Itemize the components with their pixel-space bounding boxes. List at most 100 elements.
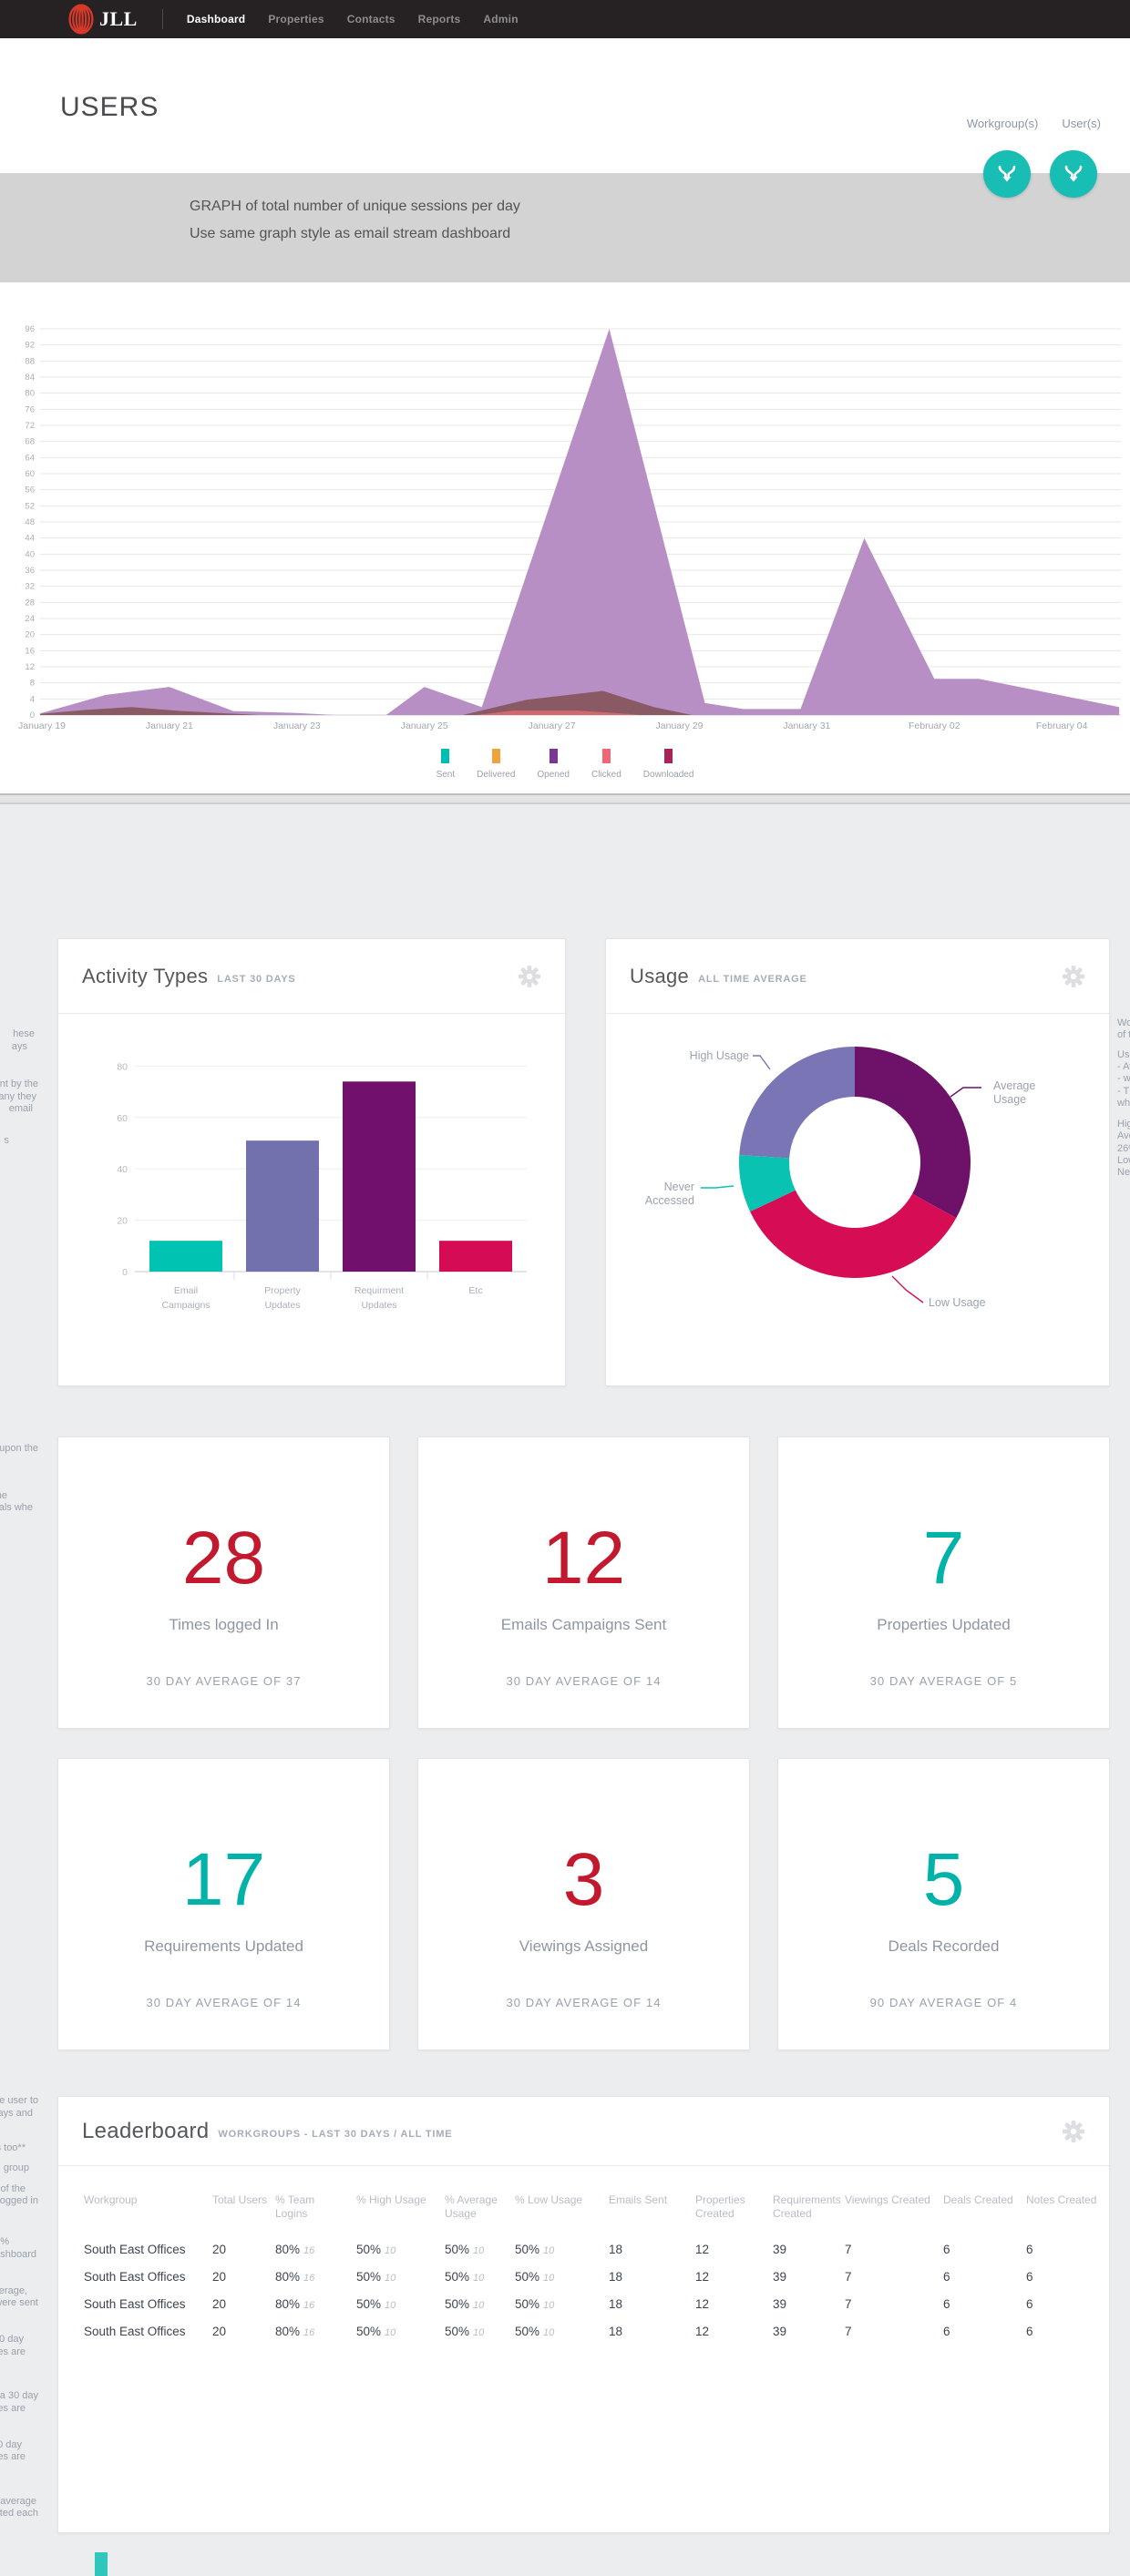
legend-label: Opened (537, 770, 570, 780)
y-tick-label: 64 (25, 453, 35, 463)
table-cell: 12 (695, 2324, 710, 2338)
margin-note: of the (0, 2183, 26, 2194)
cell-subvalue: 10 (473, 2299, 485, 2311)
margin-note: of th (1117, 1029, 1130, 1040)
table-cell: 7 (845, 2242, 852, 2256)
nav-item-properties[interactable]: Properties (268, 13, 324, 26)
table-cell: 39 (773, 2242, 787, 2256)
x-tick-label: January 31 (783, 721, 830, 731)
margin-note: - Av (1117, 1061, 1130, 1072)
column-header-requirements-created[interactable]: Requirements Created (773, 2193, 841, 2220)
legend-label: Delivered (477, 770, 516, 780)
margin-note: 0 day (0, 2334, 24, 2345)
nav-item-dashboard[interactable]: Dashboard (186, 13, 246, 26)
gear-icon[interactable] (1062, 2120, 1085, 2143)
activity-bar-chart: 0 20 40 60 80 Email Campaigns Property Updates Re… (117, 1061, 527, 1311)
margin-note: 0 day (0, 2439, 22, 2450)
column-header--high-usage[interactable]: % High Usage (356, 2193, 426, 2206)
bar-email-campaigns (149, 1241, 222, 1272)
donut-label: Never (664, 1181, 694, 1193)
cell-subvalue: 10 (385, 2272, 396, 2284)
nav-item-contacts[interactable]: Contacts (346, 13, 396, 26)
y-tick-label: 20 (117, 1216, 128, 1227)
chart-legend: Sent Delivered Opened Clicked Downloaded (0, 749, 1130, 780)
x-tick-label: January 23 (273, 721, 321, 731)
cell-subvalue: 16 (303, 2299, 315, 2311)
card-subtitle: WORKGROUPS - LAST 30 DAYS / ALL TIME (218, 2129, 453, 2140)
header-link-workgroups[interactable]: Workgroup(s) (966, 117, 1039, 130)
table-row[interactable]: South East Offices 20 80% 16 50% 10 50% 10 50% 10… (84, 2263, 1111, 2290)
column-header-notes-created[interactable]: Notes Created (1026, 2193, 1097, 2206)
card-title: Usage (630, 964, 690, 987)
table-row[interactable]: South East Offices 20 80% 16 50% 10 50% 10 50% 10… (84, 2235, 1111, 2263)
column-header--average-usage[interactable]: % Average Usage (445, 2193, 498, 2220)
legend-swatch (664, 749, 673, 763)
table-cell: 50% 10 (445, 2242, 485, 2256)
margin-note: Ave (1117, 1130, 1130, 1141)
x-tick-label: January 19 (18, 721, 66, 731)
table-cell: South East Offices (84, 2269, 186, 2284)
margin-note: verage, (0, 2285, 27, 2296)
legend-item-delivered: Delivered (477, 749, 515, 780)
nav-item-reports[interactable]: Reports (417, 13, 461, 26)
table-row[interactable]: South East Offices 20 80% 16 50% 10 50% 10 50% 10… (84, 2290, 1111, 2317)
table-cell: 50% 10 (515, 2242, 555, 2256)
y-tick-label: 44 (25, 534, 35, 544)
table-cell: 50% 10 (445, 2296, 485, 2311)
y-tick-label: 36 (25, 566, 35, 576)
table-cell: 20 (212, 2296, 227, 2311)
table-cell: 6 (943, 2324, 950, 2338)
margin-note: es are (0, 2346, 26, 2357)
header-links: Workgroup(s) User(s) (967, 117, 1101, 130)
y-tick-label: 68 (25, 437, 35, 447)
card-title: Activity Types (82, 964, 209, 987)
cell-subvalue: 10 (473, 2326, 485, 2338)
nav-divider (161, 9, 163, 29)
legend-item-sent: Sent (437, 749, 455, 780)
usage-card: Usage ALL TIME AVERAGE Average Usage Low U… (605, 938, 1110, 1386)
nav-item-admin[interactable]: Admin (483, 13, 519, 26)
workgroups-filter-button[interactable] (983, 150, 1031, 198)
margin-note: - Th (1117, 1086, 1130, 1097)
stat-footnote: 30 DAY AVERAGE OF 14 (146, 1996, 302, 2009)
table-cell: 50% 10 (445, 2269, 485, 2284)
column-header-properties-created[interactable]: Properties Created (695, 2193, 745, 2220)
column-header--team-logins[interactable]: % Team Logins (275, 2193, 315, 2220)
table-cell: 18 (609, 2242, 623, 2256)
stat-card-properties-updated: 7 Properties Updated 30 DAY AVERAGE OF 5 (777, 1436, 1110, 1729)
column-header-workgroup[interactable]: Workgroup (84, 2193, 138, 2206)
bar-label: Property (264, 1285, 301, 1296)
table-row[interactable]: South East Offices 20 80% 16 50% 10 50% 10 50% 10… (84, 2317, 1111, 2345)
stat-value: 12 (541, 1517, 626, 1600)
table-cell: 7 (845, 2269, 852, 2284)
header-link-users[interactable]: User(s) (1062, 117, 1101, 130)
margin-note: ays (11, 1041, 27, 1052)
gear-icon[interactable] (518, 965, 541, 988)
column-header-viewings-created[interactable]: Viewings Created (845, 2193, 930, 2206)
cell-subvalue: 10 (385, 2299, 396, 2311)
legend-swatch (491, 749, 500, 763)
y-tick-label: 72 (25, 421, 35, 431)
table-cell: 39 (773, 2296, 787, 2311)
column-header-total-users[interactable]: Total Users (212, 2193, 268, 2206)
donut-leader-line (701, 1185, 734, 1189)
margin-note: he (0, 1490, 7, 1501)
gear-icon[interactable] (1062, 965, 1085, 988)
margin-note: Wor (1117, 1017, 1130, 1028)
column-header-emails-sent[interactable]: Emails Sent (609, 2193, 668, 2206)
bar-label: Updates (264, 1300, 300, 1311)
column-header-deals-created[interactable]: Deals Created (943, 2193, 1013, 2206)
cell-subvalue: 10 (543, 2244, 555, 2256)
cropped-swatch (95, 2552, 108, 2576)
table-cell: 12 (695, 2242, 710, 2256)
section-divider (0, 793, 1130, 804)
x-tick-label: January 21 (146, 721, 193, 731)
jll-logo[interactable]: JLL (67, 3, 138, 36)
y-tick-label: 28 (25, 598, 35, 608)
users-filter-button[interactable] (1050, 150, 1097, 198)
column-header--low-usage[interactable]: % Low Usage (515, 2193, 583, 2206)
legend-swatch (441, 749, 450, 763)
donut-segment-high-usage (739, 1047, 855, 1159)
y-tick-label: 0 (122, 1267, 128, 1278)
